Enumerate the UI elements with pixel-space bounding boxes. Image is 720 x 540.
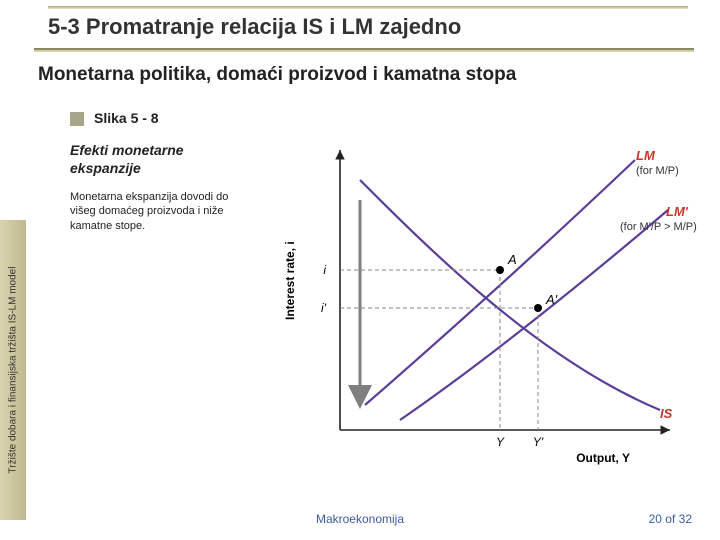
figure-description: Monetarna ekspanzija dovodi do višeg dom… — [70, 190, 250, 233]
sidebar-text: Tržište dobara i finansijska tržišta IS-… — [8, 267, 19, 474]
page-subtitle: Monetarna politika, domaći proizvod i ka… — [38, 64, 516, 86]
svg-text:A': A' — [545, 292, 558, 307]
svg-text:A: A — [507, 252, 517, 267]
svg-text:IS: IS — [660, 406, 673, 421]
top-rule — [48, 6, 688, 9]
footer-page: 20 of 32 — [649, 512, 692, 526]
svg-text:Interest rate, i: Interest rate, i — [283, 241, 297, 320]
svg-text:(for M/P): (for M/P) — [636, 165, 679, 177]
svg-text:i': i' — [321, 301, 327, 315]
svg-text:(for M'/P > M/P): (for M'/P > M/P) — [620, 221, 697, 233]
figure-marker — [70, 112, 84, 126]
svg-text:Output, Y: Output, Y — [576, 451, 630, 465]
sidebar-band: Tržište dobara i finansijska tržišta IS-… — [0, 220, 26, 520]
svg-text:Y': Y' — [533, 435, 544, 449]
svg-text:LM': LM' — [666, 204, 689, 219]
effect-title: Efekti monetarne ekspanzije — [70, 142, 240, 177]
footer-center: Makroekonomija — [0, 512, 720, 526]
page-title: 5-3 Promatranje relacija IS i LM zajedno — [48, 14, 461, 40]
svg-text:LM: LM — [636, 148, 656, 163]
islm-chart: A A' i i' Y Y' Interest rate, i Output, Y LM (for… — [280, 130, 700, 470]
title-rule — [34, 48, 694, 52]
svg-text:Y: Y — [496, 435, 505, 449]
svg-text:i: i — [323, 263, 326, 277]
figure-label: Slika 5 - 8 — [94, 110, 159, 126]
